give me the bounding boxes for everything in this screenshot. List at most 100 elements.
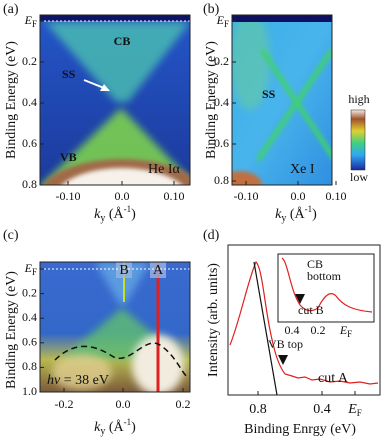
spectrum-cut-a	[229, 260, 379, 385]
y-tick-label: 0.2	[214, 54, 229, 68]
k-sub: y	[100, 213, 105, 224]
x-tick-label: 0.2	[176, 397, 191, 411]
k-sub: y	[100, 426, 105, 437]
plot-frame	[227, 244, 381, 396]
y-tick-label: 0.6	[214, 136, 229, 150]
fermi-band	[40, 15, 190, 21]
x-axis-label: ky (Å-1)	[275, 204, 317, 224]
x-tick-label: 0.0	[291, 189, 306, 203]
inset-cut-label: cut B	[298, 303, 324, 317]
k-symbol: k	[275, 207, 282, 222]
leading-edge-fit	[253, 261, 278, 396]
inset-frame	[277, 253, 375, 323]
arrow-head	[100, 84, 110, 91]
colorbar-label: high	[348, 92, 369, 106]
k-unit: (Å	[105, 206, 124, 222]
colorbar	[350, 109, 366, 171]
y-tick-label-main: E	[24, 261, 33, 275]
inset-x-tick-label: 0.4	[285, 323, 300, 337]
y-tick-label: EF	[216, 13, 229, 29]
k-sup: -1	[305, 204, 313, 214]
x-tick-label: 0.4	[313, 402, 331, 417]
k-close: )	[312, 207, 317, 222]
x-tick-label: 0.10	[326, 189, 347, 203]
k-unit: (Å	[105, 419, 124, 435]
y-tick-label: EF	[24, 261, 37, 277]
k-sup: -1	[124, 417, 132, 427]
k-unit: (Å	[286, 206, 305, 222]
colorbar-label: low	[350, 170, 368, 184]
annotation: hν = 38 eV	[47, 373, 109, 388]
inset-x-tick-label-main: E	[339, 323, 348, 337]
y-tick-label: EF	[24, 13, 37, 29]
inset-title: CB	[307, 257, 323, 271]
annotation: A	[153, 263, 164, 278]
x-tick-label: -0.2	[55, 397, 74, 411]
band-dispersion	[54, 342, 189, 379]
y-tick-label-sub: F	[224, 19, 229, 29]
annotation: SS	[62, 67, 76, 81]
y-tick-label: 0.6	[22, 335, 37, 349]
y-tick-label: 0.8	[214, 173, 229, 187]
annotation: CB	[114, 34, 131, 48]
y-tick-label-sub: F	[32, 19, 37, 29]
annotation: VB top	[268, 337, 303, 351]
y-tick-label: 0.4	[22, 95, 37, 109]
cut-label-bg	[150, 262, 166, 278]
y-axis-label: Binding Energy (eV)	[4, 41, 19, 159]
annotation: cut A	[318, 371, 349, 386]
image-frame	[39, 14, 191, 186]
intensity-patch	[232, 15, 270, 110]
y-tick-label-main: E	[24, 13, 33, 27]
y-tick-label: 0.2	[22, 285, 37, 299]
bulk-band	[52, 354, 112, 390]
k-sub: y	[281, 213, 286, 224]
inset-title: bottom	[307, 269, 342, 283]
image-layer	[232, 15, 332, 185]
spectrum-cut-b	[281, 257, 373, 313]
inset-x-tick-label: 0.2	[311, 323, 326, 337]
x-tick-label-sub: F	[357, 408, 362, 418]
panel-label: (c)	[3, 228, 19, 243]
valence-band-core	[61, 168, 183, 185]
arrow	[83, 79, 105, 89]
x-axis-label: Binding Enrgy (eV)	[244, 422, 356, 437]
annotation: B	[119, 263, 128, 278]
k-symbol: k	[94, 207, 101, 222]
annotation: SS	[262, 87, 276, 101]
conduction-band	[45, 22, 190, 102]
y-tick-label: 0.8	[22, 177, 37, 191]
image-frame	[231, 14, 333, 186]
inset-x-tick-label-sub: F	[347, 329, 352, 339]
panel-label: (b)	[203, 2, 220, 17]
y-tick-label: 0.6	[22, 136, 37, 150]
valence-band-max	[232, 171, 262, 185]
annotation: Xe I	[290, 162, 315, 177]
x-tick-label-main: E	[347, 402, 357, 417]
x-tick-label: 0.8	[249, 402, 267, 417]
arrow-head	[278, 355, 288, 365]
y-axis-label: Binding Energy (eV)	[4, 271, 19, 389]
y-tick-label: 0.8	[22, 359, 37, 373]
annotation: He Iα	[148, 162, 180, 177]
k-symbol: k	[94, 420, 101, 435]
cut-label-bg	[116, 262, 132, 278]
x-tick-label: 0.0	[115, 189, 130, 203]
k-close: )	[131, 420, 136, 435]
surface-state	[255, 48, 332, 162]
image-layer	[40, 262, 190, 392]
y-tick-label: 0.4	[214, 95, 229, 109]
photon-symbol: hν	[47, 373, 61, 388]
y-axis-label: Intensity (arb. units)	[206, 263, 221, 377]
y-tick-label: 0.2	[22, 54, 37, 68]
x-tick-label: 0.0	[116, 397, 131, 411]
k-sup: -1	[124, 204, 132, 214]
image-frame	[39, 261, 191, 393]
x-axis-label: ky (Å-1)	[94, 204, 136, 224]
x-tick-label: -0.10	[234, 189, 259, 203]
x-axis-label: ky (Å-1)	[94, 417, 136, 437]
arrow-head	[295, 294, 305, 304]
panel-label: (a)	[3, 2, 19, 17]
